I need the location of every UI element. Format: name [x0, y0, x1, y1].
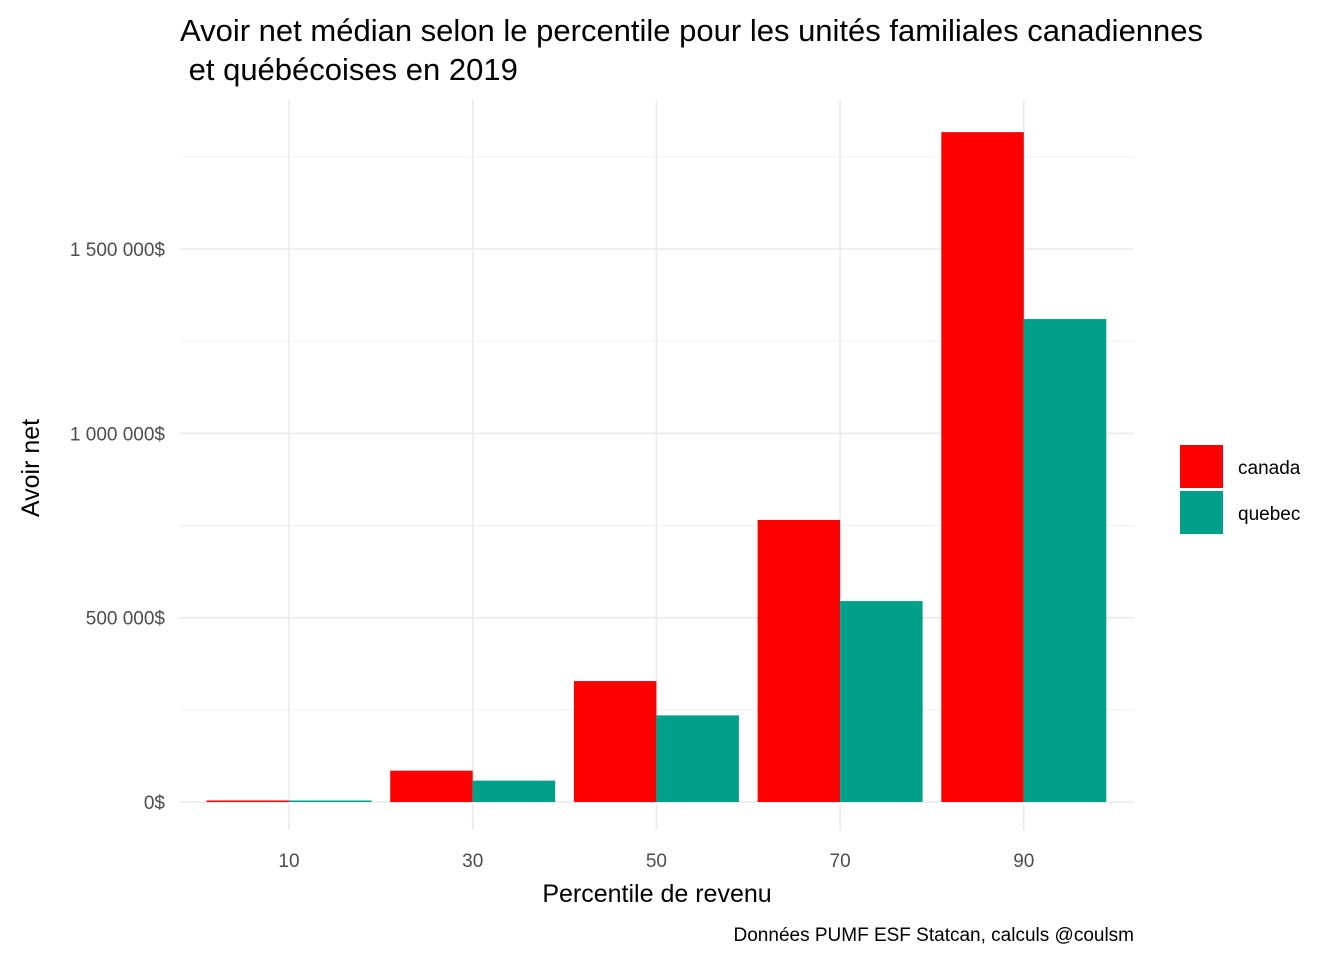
bar-quebec-30	[472, 780, 556, 802]
legend-label-canada: canada	[1238, 458, 1301, 479]
legend-swatch-canada	[1180, 445, 1223, 488]
bar-quebec-70	[840, 601, 923, 802]
bar-canada-10	[206, 800, 289, 802]
x-tick-label: 10	[278, 851, 299, 872]
caption: Données PUMF ESF Statcan, calculs @couls…	[734, 925, 1134, 946]
chart-title-line-1: Avoir net médian selon le percentile pou…	[180, 13, 1203, 48]
x-tick-label: 70	[830, 851, 851, 872]
chart-title: Avoir net médian selon le percentile pou…	[180, 13, 1203, 87]
y-tick-label: 0$	[144, 793, 166, 814]
y-tick-label: 1 000 000$	[70, 424, 166, 445]
y-tick-label: 1 500 000$	[70, 240, 166, 261]
x-tick-labels: 10 30 50 70 90	[278, 851, 1034, 872]
chart-title-line-2: et québécoises en 2019	[180, 52, 518, 87]
bar-canada-90	[941, 132, 1024, 802]
y-tick-labels: 0$ 500 000$ 1 000 000$ 1 500 000$	[70, 240, 166, 814]
x-tick-label: 50	[646, 851, 667, 872]
legend-swatch-quebec	[1180, 491, 1223, 534]
bar-quebec-10	[289, 800, 372, 802]
x-axis-title: Percentile de revenu	[542, 880, 771, 908]
bar-canada-30	[390, 770, 473, 802]
bar-quebec-90	[1023, 319, 1107, 802]
x-tick-label: 30	[462, 851, 483, 872]
y-axis-title: Avoir net	[17, 419, 45, 517]
bar-canada-50	[573, 681, 657, 802]
x-tick-label: 90	[1013, 851, 1034, 872]
y-tick-label: 500 000$	[86, 609, 166, 630]
bar-canada-70	[757, 519, 841, 802]
bar-quebec-50	[656, 715, 739, 802]
legend: canada quebec	[1180, 445, 1301, 534]
legend-label-quebec: quebec	[1238, 504, 1300, 525]
bars	[206, 132, 1107, 802]
